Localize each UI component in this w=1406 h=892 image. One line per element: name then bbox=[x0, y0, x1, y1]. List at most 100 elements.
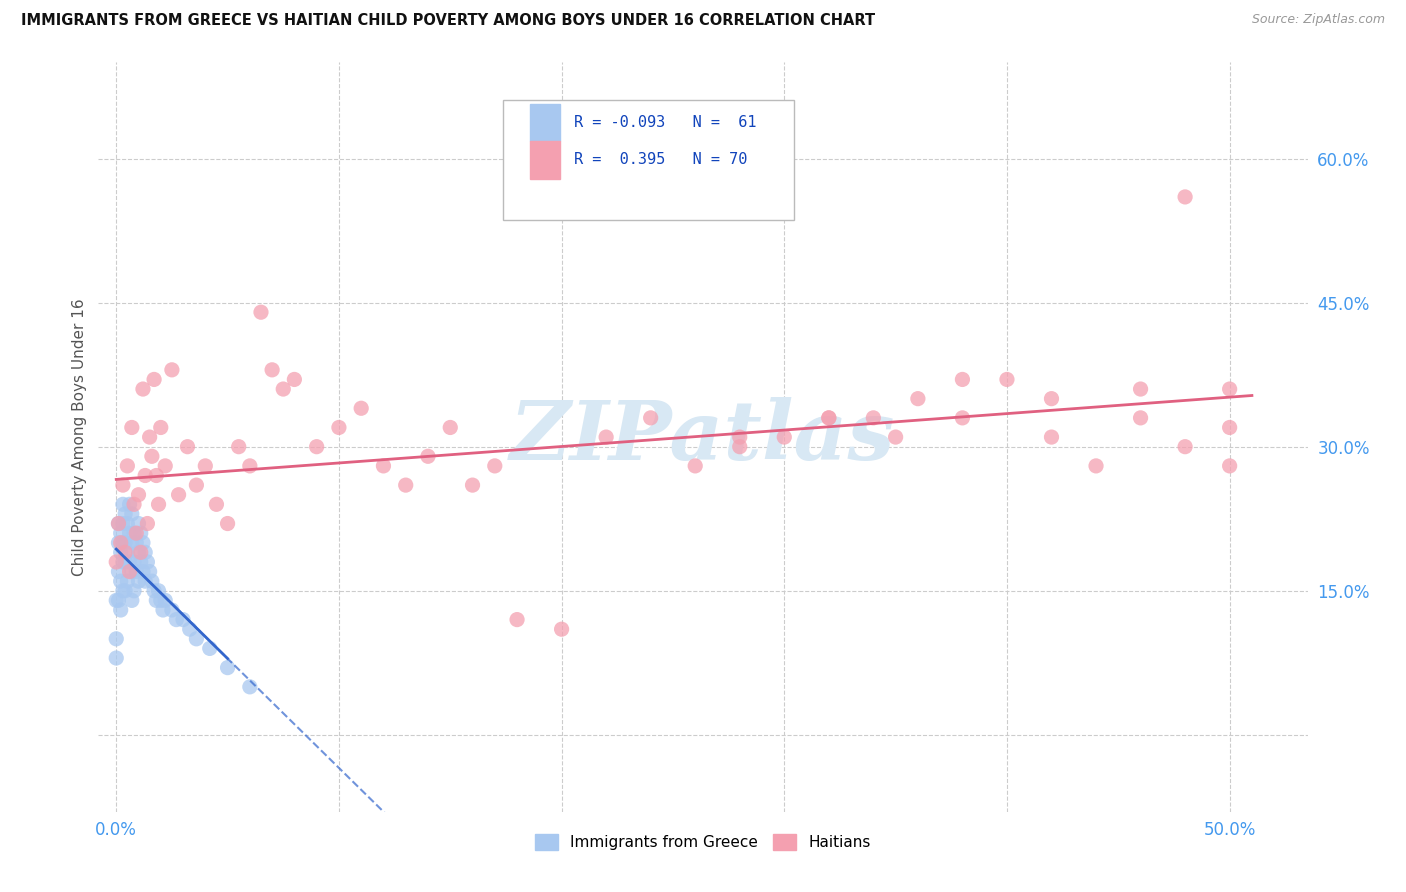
Point bbox=[121, 565, 143, 579]
Point bbox=[128, 488, 150, 502]
Point bbox=[118, 555, 141, 569]
Point bbox=[121, 535, 143, 549]
Point bbox=[107, 535, 129, 549]
Point bbox=[305, 440, 328, 454]
Point bbox=[141, 450, 163, 464]
Point bbox=[1129, 382, 1152, 396]
Point bbox=[262, 363, 284, 377]
Point bbox=[114, 545, 136, 559]
Bar bbox=[530, 103, 561, 141]
Point bbox=[186, 478, 208, 492]
Point bbox=[125, 535, 148, 549]
Text: Source: ZipAtlas.com: Source: ZipAtlas.com bbox=[1251, 13, 1385, 27]
Point bbox=[138, 430, 160, 444]
Point bbox=[128, 574, 150, 589]
Point bbox=[186, 632, 208, 646]
Point bbox=[143, 372, 166, 386]
Text: R = -0.093   N =  61: R = -0.093 N = 61 bbox=[574, 115, 756, 130]
Point bbox=[110, 545, 132, 559]
Point bbox=[817, 410, 839, 425]
Point bbox=[105, 555, 128, 569]
Point bbox=[172, 613, 194, 627]
Point bbox=[155, 593, 177, 607]
Point bbox=[145, 468, 167, 483]
Point bbox=[114, 535, 136, 549]
Text: ZIPatlas: ZIPatlas bbox=[510, 397, 896, 477]
Point bbox=[884, 430, 907, 444]
Point bbox=[1040, 392, 1063, 406]
Point bbox=[167, 488, 190, 502]
Point bbox=[373, 458, 395, 473]
FancyBboxPatch shape bbox=[503, 100, 793, 219]
Point bbox=[506, 613, 529, 627]
Point bbox=[550, 622, 572, 636]
Point bbox=[134, 545, 156, 559]
Point bbox=[328, 420, 350, 434]
Point bbox=[595, 430, 617, 444]
Point bbox=[952, 410, 974, 425]
Point bbox=[205, 497, 228, 511]
Point bbox=[110, 603, 132, 617]
Point bbox=[395, 478, 418, 492]
Point bbox=[817, 410, 839, 425]
Point bbox=[179, 622, 201, 636]
Point bbox=[134, 468, 156, 483]
Point bbox=[160, 363, 183, 377]
Point bbox=[194, 458, 217, 473]
Point bbox=[110, 535, 132, 549]
Point bbox=[145, 593, 167, 607]
Point bbox=[148, 497, 170, 511]
Point bbox=[239, 680, 262, 694]
Point bbox=[250, 305, 273, 319]
Point bbox=[132, 565, 155, 579]
Text: IMMIGRANTS FROM GREECE VS HAITIAN CHILD POVERTY AMONG BOYS UNDER 16 CORRELATION : IMMIGRANTS FROM GREECE VS HAITIAN CHILD … bbox=[21, 13, 875, 29]
Point bbox=[461, 478, 484, 492]
Point bbox=[107, 516, 129, 531]
Point bbox=[107, 593, 129, 607]
Point bbox=[148, 583, 170, 598]
Point bbox=[122, 583, 145, 598]
Point bbox=[176, 440, 198, 454]
Point bbox=[128, 516, 150, 531]
Point bbox=[283, 372, 305, 386]
Point bbox=[117, 516, 139, 531]
Text: R =  0.395   N = 70: R = 0.395 N = 70 bbox=[574, 153, 747, 168]
Point bbox=[198, 641, 221, 656]
Point bbox=[111, 555, 134, 569]
Point bbox=[350, 401, 373, 416]
Point bbox=[114, 583, 136, 598]
Point bbox=[1219, 382, 1241, 396]
Point bbox=[1085, 458, 1108, 473]
Point bbox=[141, 574, 163, 589]
Point bbox=[239, 458, 262, 473]
Point bbox=[1174, 440, 1197, 454]
Point bbox=[121, 507, 143, 521]
Point bbox=[129, 545, 152, 559]
Point bbox=[111, 497, 134, 511]
Point bbox=[217, 660, 239, 674]
Point bbox=[118, 497, 141, 511]
Point bbox=[152, 603, 174, 617]
Point bbox=[165, 613, 187, 627]
Point bbox=[1219, 458, 1241, 473]
Bar bbox=[530, 141, 561, 178]
Point bbox=[160, 603, 183, 617]
Point bbox=[728, 440, 751, 454]
Point bbox=[117, 458, 139, 473]
Point bbox=[1174, 190, 1197, 204]
Point bbox=[129, 555, 152, 569]
Point bbox=[132, 382, 155, 396]
Point bbox=[117, 574, 139, 589]
Point bbox=[110, 526, 132, 541]
Point bbox=[111, 583, 134, 598]
Point bbox=[1219, 420, 1241, 434]
Point bbox=[640, 410, 662, 425]
Point bbox=[122, 555, 145, 569]
Point bbox=[439, 420, 461, 434]
Point bbox=[118, 526, 141, 541]
Point bbox=[1040, 430, 1063, 444]
Point bbox=[862, 410, 884, 425]
Point bbox=[114, 555, 136, 569]
Point bbox=[138, 565, 160, 579]
Point bbox=[122, 526, 145, 541]
